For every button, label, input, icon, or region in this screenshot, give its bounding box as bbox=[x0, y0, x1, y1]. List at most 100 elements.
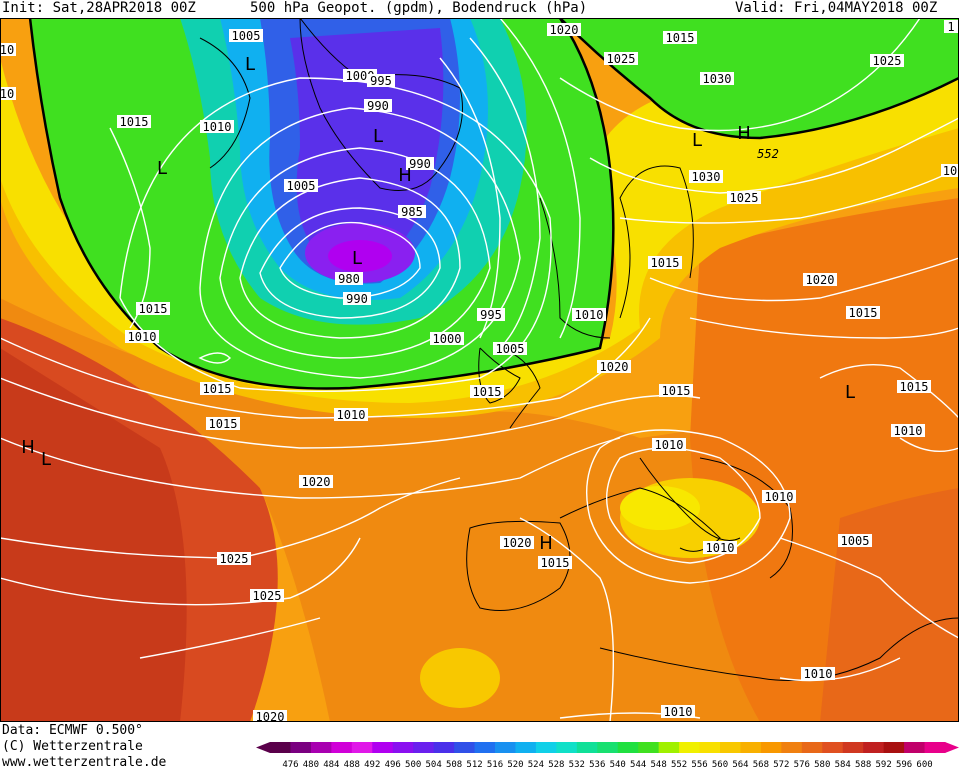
scale-swatch bbox=[760, 742, 782, 753]
scale-tick-label: 544 bbox=[630, 760, 646, 770]
svg-text:1010: 1010 bbox=[804, 667, 833, 681]
isobar-label: 1015 bbox=[897, 380, 931, 394]
svg-text:1025: 1025 bbox=[220, 552, 249, 566]
data-source: Data: ECMWF 0.500° bbox=[2, 723, 143, 738]
isobar-label: 1015 bbox=[659, 384, 693, 398]
scale-tick-label: 504 bbox=[426, 760, 442, 770]
isobar-label: 1015 bbox=[200, 382, 234, 396]
scale-swatch bbox=[331, 742, 353, 753]
isobar-label: 1000 bbox=[430, 332, 464, 346]
isobar-label: 1015 bbox=[663, 31, 697, 45]
svg-text:10: 10 bbox=[0, 43, 14, 57]
low-center: L bbox=[245, 54, 255, 75]
scale-swatch bbox=[351, 742, 373, 753]
svg-text:1025: 1025 bbox=[253, 589, 282, 603]
scale-swatch bbox=[556, 742, 578, 753]
low-center: L bbox=[41, 449, 51, 470]
svg-text:1010: 1010 bbox=[664, 705, 693, 719]
svg-text:1010: 1010 bbox=[203, 120, 232, 134]
scale-tick-label: 484 bbox=[323, 760, 339, 770]
scale-tick-label: 592 bbox=[876, 760, 892, 770]
svg-text:1015: 1015 bbox=[203, 382, 232, 396]
contour-552 bbox=[28, 18, 615, 390]
isobar-label: 1010 bbox=[652, 438, 686, 452]
isobar-label: 1005 bbox=[284, 179, 318, 193]
isobar-label: 1030 bbox=[689, 170, 723, 184]
svg-text:1005: 1005 bbox=[287, 179, 316, 193]
scale-tick-label: 524 bbox=[528, 760, 544, 770]
isobar-label: 1015 bbox=[136, 302, 170, 316]
scale-swatch bbox=[535, 742, 557, 753]
svg-text:10: 10 bbox=[943, 164, 957, 178]
isobar-label: 1010 bbox=[703, 541, 737, 555]
isobar-label: 1025 bbox=[250, 589, 284, 603]
low-center: L bbox=[157, 158, 167, 179]
svg-text:1015: 1015 bbox=[139, 302, 168, 316]
isobar-label: 1015 bbox=[206, 417, 240, 431]
svg-text:1010: 1010 bbox=[894, 424, 923, 438]
svg-text:1010: 1010 bbox=[706, 541, 735, 555]
weather-map: 1005 1000 995 990 990 985 980 990 1005 1… bbox=[0, 18, 959, 722]
svg-text:1010: 1010 bbox=[655, 438, 684, 452]
isobar-label: 1010 bbox=[200, 120, 234, 134]
isobar-label: 1020 bbox=[299, 475, 333, 489]
scale-swatch bbox=[433, 742, 455, 753]
isobar-label: 1025 bbox=[217, 552, 251, 566]
isobar-label: 1020 bbox=[597, 360, 631, 374]
svg-text:1015: 1015 bbox=[662, 384, 691, 398]
valid-time: Valid: Fri,04MAY2018 00Z bbox=[735, 0, 938, 16]
svg-text:1010: 1010 bbox=[337, 408, 366, 422]
scale-tick-label: 588 bbox=[855, 760, 871, 770]
scale-tick-label: 584 bbox=[835, 760, 851, 770]
svg-text:985: 985 bbox=[401, 205, 423, 219]
high-center: H bbox=[737, 123, 751, 144]
svg-text:10: 10 bbox=[0, 87, 14, 101]
svg-text:1020: 1020 bbox=[302, 475, 331, 489]
scale-swatch bbox=[658, 742, 680, 753]
svg-text:1020: 1020 bbox=[806, 273, 835, 287]
scale-tick-label: 496 bbox=[385, 760, 401, 770]
svg-text:980: 980 bbox=[338, 272, 360, 286]
svg-text:1030: 1030 bbox=[703, 72, 732, 86]
isobar-label: 1015 bbox=[648, 256, 682, 270]
svg-text:1020: 1020 bbox=[256, 710, 285, 722]
isobar-label: 985 bbox=[398, 205, 426, 219]
scale-tick-label: 572 bbox=[773, 760, 789, 770]
scale-swatch bbox=[699, 742, 721, 753]
svg-text:1025: 1025 bbox=[873, 54, 902, 68]
svg-text:1030: 1030 bbox=[692, 170, 721, 184]
pressure-centers: L L L L H L H L H L H L bbox=[21, 54, 855, 554]
scale-swatch bbox=[392, 742, 414, 753]
isobar-label: 1005 bbox=[493, 342, 527, 356]
scale-swatch bbox=[515, 742, 537, 753]
svg-text:1025: 1025 bbox=[607, 52, 636, 66]
scale-arrow-left bbox=[256, 742, 270, 753]
isobar-label: 1010 bbox=[572, 308, 606, 322]
scale-swatch bbox=[474, 742, 496, 753]
scale-tick-label: 512 bbox=[466, 760, 482, 770]
isobar-label: 1020 bbox=[547, 23, 581, 37]
svg-text:1010: 1010 bbox=[128, 330, 157, 344]
header-bar: Init: Sat,28APR2018 00Z 500 hPa Geopot. … bbox=[0, 0, 959, 18]
isobar-label: 1010 bbox=[801, 667, 835, 681]
scale-tick-label: 600 bbox=[916, 760, 932, 770]
scale-tick-label: 536 bbox=[589, 760, 605, 770]
isobar-label: 1015 bbox=[470, 385, 504, 399]
svg-text:1015: 1015 bbox=[209, 417, 238, 431]
scale-tick-label: 580 bbox=[814, 760, 830, 770]
low-center: L bbox=[373, 126, 383, 147]
scale-swatch bbox=[372, 742, 394, 753]
svg-text:1010: 1010 bbox=[575, 308, 604, 322]
isobar-label: 1010 bbox=[891, 424, 925, 438]
chart-title: 500 hPa Geopot. (gpdm), Bodendruck (hPa) bbox=[250, 0, 588, 16]
scale-tick-label: 520 bbox=[507, 760, 523, 770]
color-scale: 476 480 484 488 492 496 500 504 508 512 516 520 524 5… bbox=[256, 742, 959, 770]
isobar-label: 1010 bbox=[661, 705, 695, 719]
low-center: L bbox=[845, 382, 855, 403]
isobar-label: 552 bbox=[757, 147, 779, 161]
isobar-label: 1025 bbox=[727, 191, 761, 205]
scale-swatch bbox=[822, 742, 844, 753]
isobar-label: 990 bbox=[364, 99, 392, 113]
init-time: Init: Sat,28APR2018 00Z bbox=[2, 0, 196, 16]
isobar-label: 1020 bbox=[253, 710, 287, 722]
